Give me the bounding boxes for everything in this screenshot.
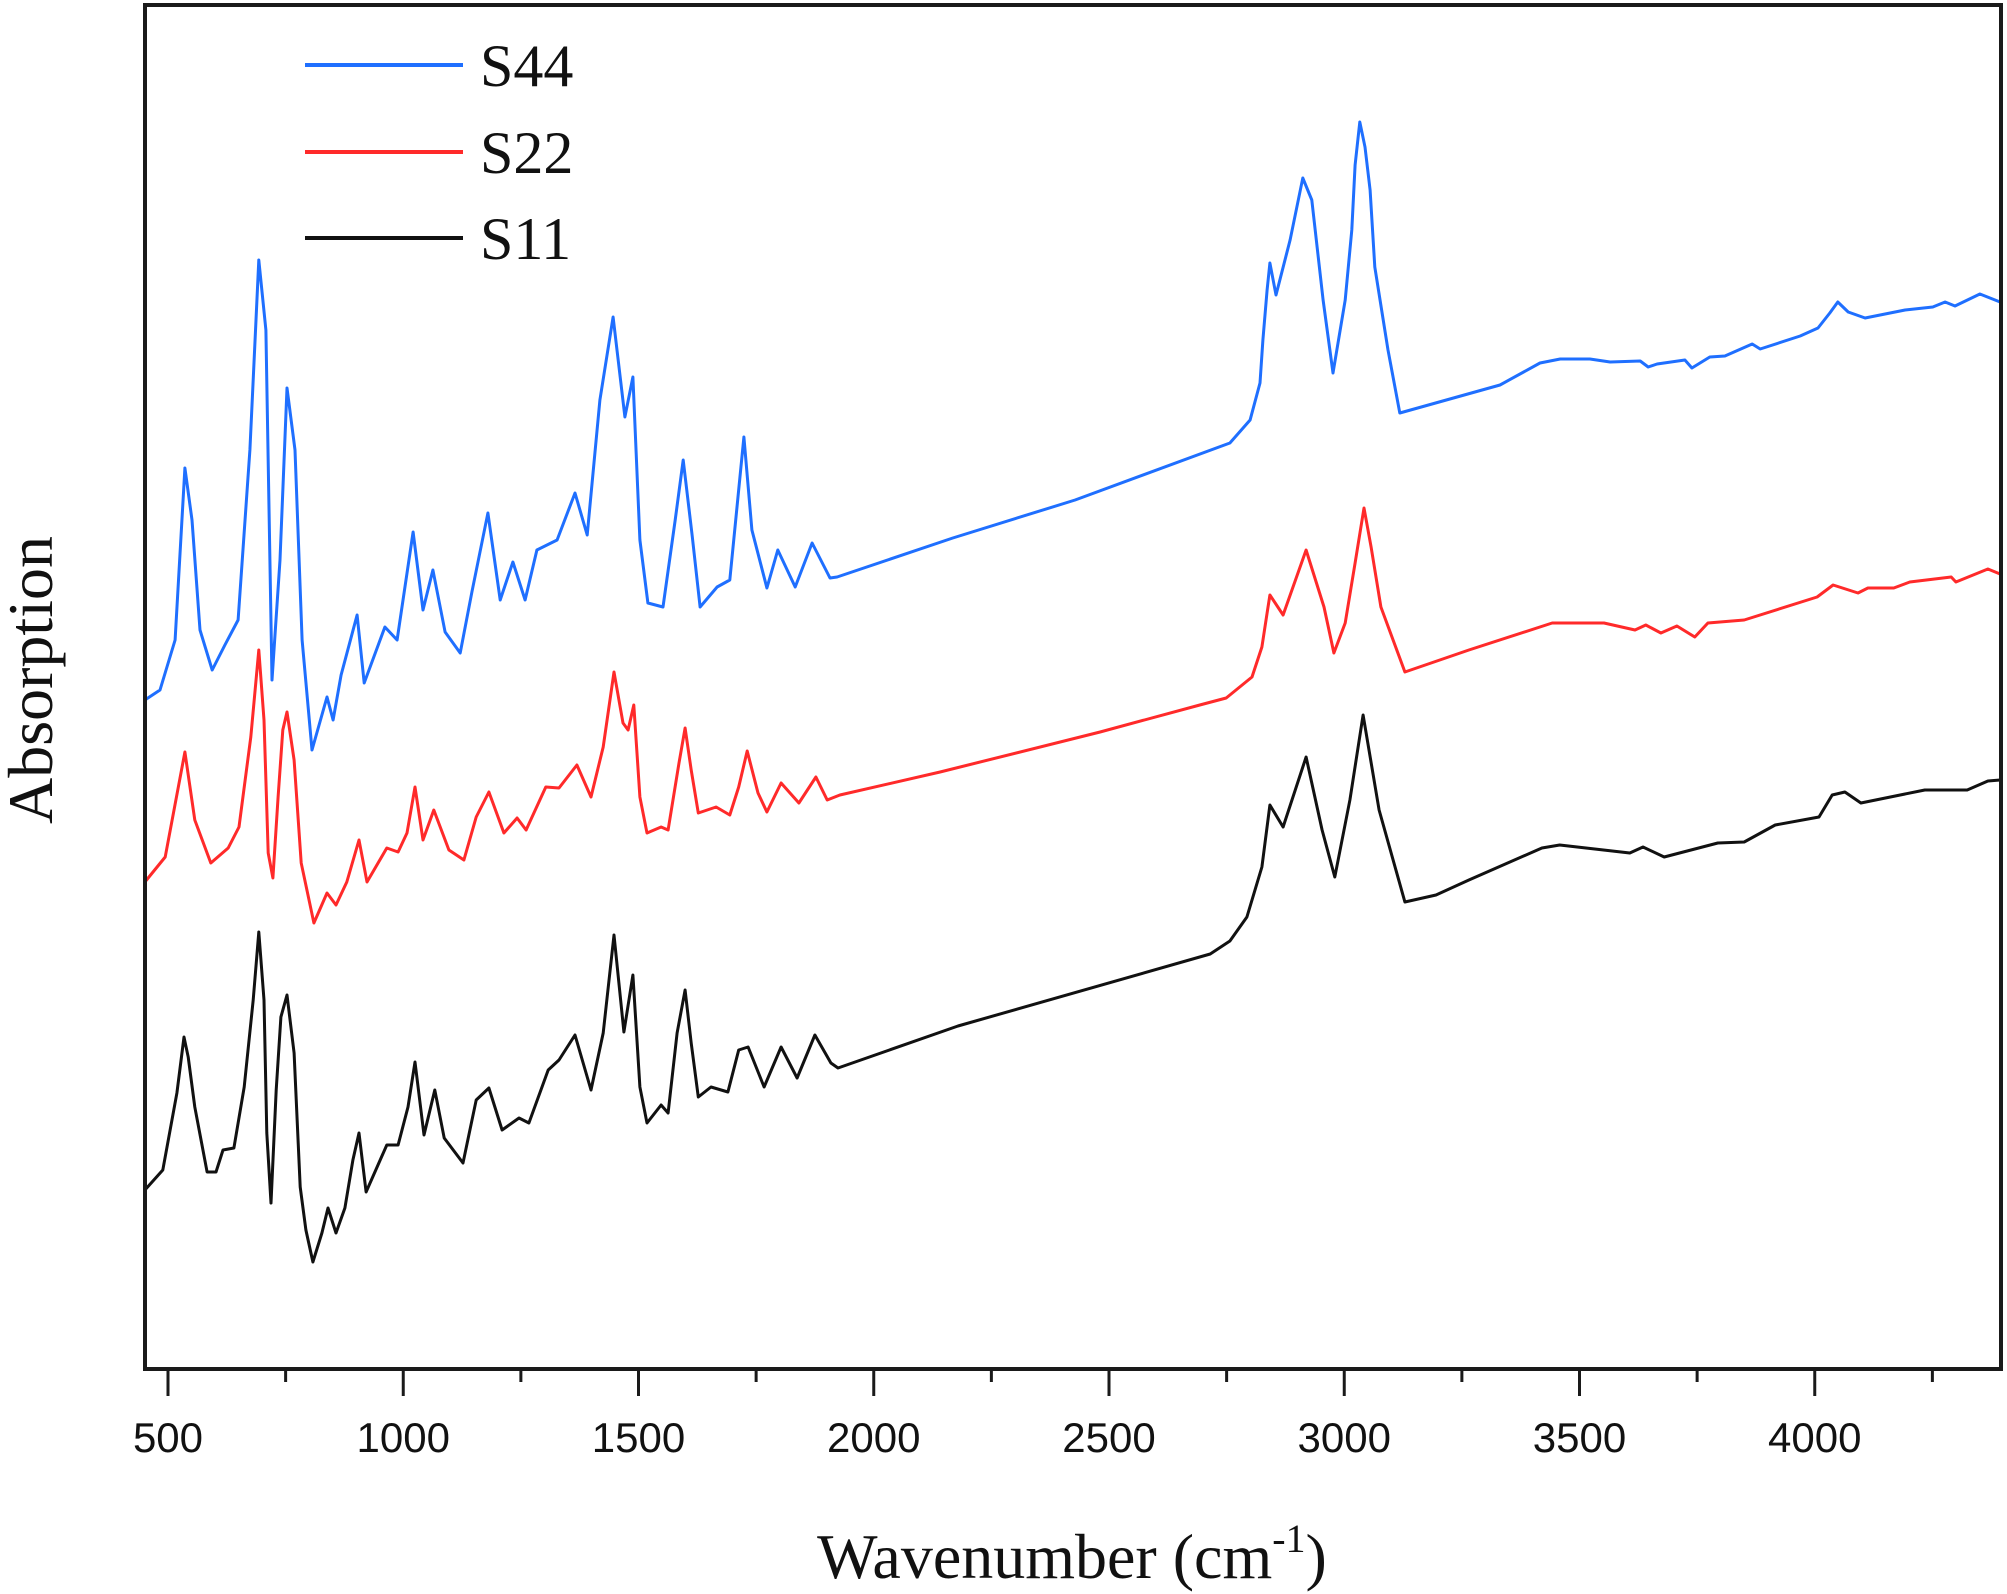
plot-frame — [143, 3, 2003, 1371]
legend-item-s11: S11 — [305, 206, 571, 272]
x-axis-title: Wavenumber (cm-1) — [817, 1516, 1327, 1592]
x-tick-label: 500 — [133, 1414, 203, 1461]
series-line-s44 — [144, 120, 2001, 752]
legend-label-s22: S22 — [480, 120, 573, 186]
legend-label-s44: S44 — [480, 33, 573, 99]
x-tick-label: 2500 — [1062, 1414, 1155, 1461]
x-tick-label: 3500 — [1533, 1414, 1626, 1461]
x-axis-title-superscript: -1 — [1272, 1516, 1305, 1561]
x-axis-title-main: Wavenumber (cm — [817, 1521, 1272, 1592]
legend-item-s44: S44 — [305, 33, 573, 99]
x-tick-label: 1000 — [357, 1414, 450, 1461]
x-axis-ticks: 500 1000 1500 2000 2500 3000 3500 4000 — [133, 1369, 1934, 1461]
legend-label-s11: S11 — [480, 206, 571, 272]
legend: S44 S22 S11 — [305, 33, 573, 272]
series-line-s11 — [143, 713, 2001, 1264]
x-tick-label: 1500 — [592, 1414, 685, 1461]
x-tick-label: 4000 — [1768, 1414, 1861, 1461]
x-axis-title-close: ) — [1306, 1521, 1327, 1592]
x-tick-label: 2000 — [827, 1414, 920, 1461]
y-axis-title: Absorption — [0, 536, 66, 824]
series-line-s22 — [143, 506, 2001, 925]
series-layer — [143, 120, 2001, 1264]
legend-item-s22: S22 — [305, 120, 573, 186]
x-tick-label: 3000 — [1298, 1414, 1391, 1461]
